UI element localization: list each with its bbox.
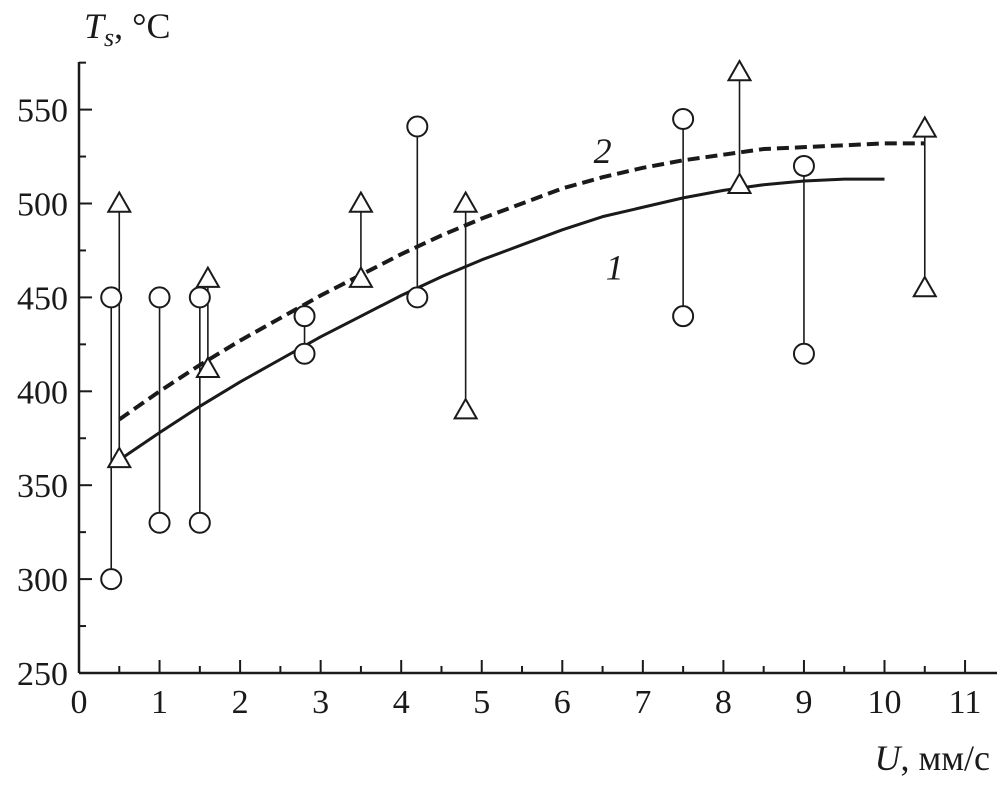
x-axis-unit: , мм/с bbox=[900, 738, 990, 778]
x-tick-label: 2 bbox=[232, 684, 249, 721]
triangle-marker bbox=[726, 59, 753, 82]
triangle-marker bbox=[726, 171, 753, 194]
y-tick-label: 350 bbox=[17, 468, 68, 505]
triangle-marker bbox=[452, 397, 479, 420]
y-tick-label: 450 bbox=[17, 280, 68, 317]
y-axis-unit: , °C bbox=[114, 6, 170, 46]
x-tick-label: 9 bbox=[795, 684, 812, 721]
curve-label-1: 1 bbox=[606, 247, 624, 287]
y-tick-label: 250 bbox=[17, 656, 68, 693]
x-tick-label: 11 bbox=[949, 684, 982, 721]
curve-labels: 12 bbox=[594, 131, 624, 287]
triangle-marker bbox=[195, 355, 221, 379]
circle-marker bbox=[672, 107, 695, 130]
curve-label-2: 2 bbox=[594, 131, 612, 171]
x-tick-label: 6 bbox=[554, 684, 571, 721]
x-tick-label: 7 bbox=[634, 684, 651, 721]
x-tick-label: 5 bbox=[473, 684, 490, 721]
x-axis-title: U, мм/с bbox=[874, 738, 990, 778]
markers bbox=[100, 59, 938, 591]
triangle-marker bbox=[912, 115, 938, 138]
triangle-marker bbox=[912, 274, 938, 298]
y-axis-title: Ts, °C bbox=[84, 6, 171, 52]
circle-marker bbox=[406, 286, 429, 309]
triangle-marker bbox=[106, 445, 132, 469]
y-tick-label: 550 bbox=[17, 93, 68, 130]
triangle-marker bbox=[452, 190, 479, 213]
ticks bbox=[78, 61, 967, 674]
x-axis-symbol: U bbox=[874, 738, 902, 778]
circle-marker bbox=[792, 342, 815, 365]
x-tick-label: 0 bbox=[71, 684, 88, 721]
circle-marker bbox=[148, 286, 171, 309]
curves bbox=[114, 141, 925, 464]
y-axis-subscript: s bbox=[104, 23, 114, 52]
x-tick-label: 3 bbox=[312, 684, 329, 721]
circle-marker bbox=[100, 286, 123, 309]
curve-1 bbox=[114, 177, 885, 464]
y-tick-label: 500 bbox=[17, 187, 68, 224]
x-tick-label: 1 bbox=[151, 684, 168, 721]
circle-marker bbox=[188, 286, 211, 309]
x-tick-label: 4 bbox=[393, 684, 410, 721]
x-tick-label: 10 bbox=[868, 684, 902, 721]
y-axis-symbol: T bbox=[84, 6, 107, 46]
circle-marker bbox=[293, 342, 316, 365]
circle-marker bbox=[672, 305, 695, 328]
triangle-marker bbox=[348, 190, 374, 213]
triangle-marker bbox=[106, 190, 132, 213]
axes bbox=[77, 62, 997, 675]
circle-marker bbox=[148, 511, 171, 534]
curve-2 bbox=[118, 141, 925, 422]
x-tick-label: 8 bbox=[715, 684, 732, 721]
triangle-marker bbox=[348, 265, 374, 288]
circle-marker bbox=[188, 511, 211, 534]
y-tick-label: 300 bbox=[17, 562, 68, 599]
triangle-marker bbox=[195, 265, 221, 288]
circle-marker bbox=[792, 154, 815, 177]
range-bars bbox=[110, 72, 926, 580]
y-tick-label: 400 bbox=[17, 374, 68, 411]
circle-marker bbox=[406, 115, 429, 138]
circle-marker bbox=[293, 305, 316, 328]
circle-marker bbox=[100, 568, 123, 591]
